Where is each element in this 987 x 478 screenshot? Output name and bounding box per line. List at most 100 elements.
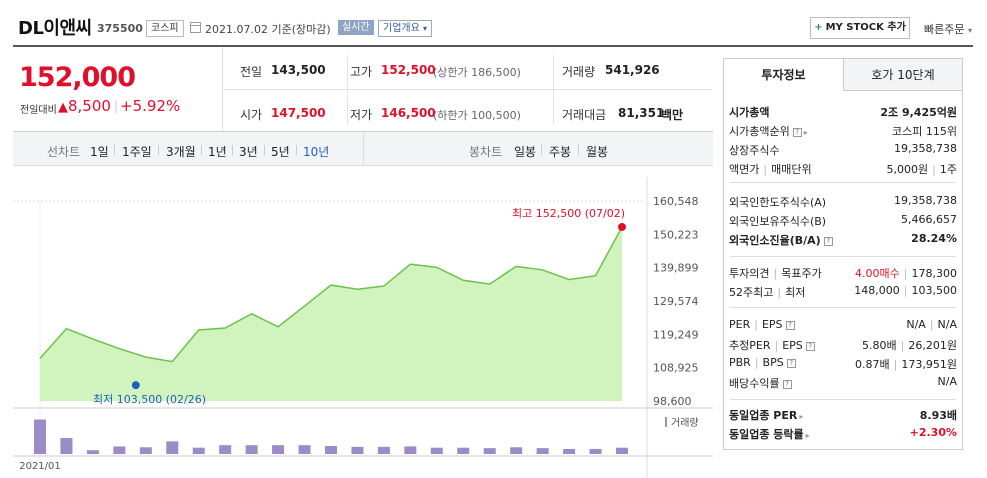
- price-change: ▲8,500: [58, 97, 111, 115]
- info-label: 동일업종 PER ▸: [729, 409, 804, 422]
- panel-divider: [730, 182, 956, 183]
- tab-3y[interactable]: 3년: [239, 145, 258, 159]
- price-chart[interactable]: 160,548 150,223 139,899 129,574 119,249 108,9…: [13, 167, 713, 478]
- volume-bar: [430, 447, 443, 454]
- help-icon[interactable]: ?: [792, 127, 802, 137]
- info-value: 5,000원 | 1주: [886, 163, 957, 176]
- price-change-percent: +5.92%: [120, 97, 181, 115]
- info-label: 시가총액순위? ▸: [729, 125, 808, 138]
- volume-bar: [404, 446, 417, 454]
- chevron-right-icon[interactable]: ▸: [799, 412, 804, 421]
- info-label: 추정PER | EPS?: [729, 337, 815, 353]
- high-value: 152,500: [381, 63, 436, 77]
- company-overview-label: 기업개요: [383, 23, 420, 34]
- help-icon[interactable]: ?: [782, 379, 792, 389]
- info-value: 2조 9,425억원: [880, 106, 957, 119]
- panel-divider: [730, 399, 956, 400]
- help-icon[interactable]: ?: [785, 320, 795, 330]
- line-chart-label: 선차트: [47, 145, 81, 159]
- tab-weekly[interactable]: 주봉: [549, 145, 572, 159]
- info-label: 외국인보유주식수(B): [729, 215, 827, 228]
- price-box: [13, 47, 223, 131]
- tab-separator: [541, 145, 542, 155]
- y-tick-label: 139,899: [653, 262, 699, 275]
- tab-10y[interactable]: 10년: [303, 145, 330, 159]
- quote-grid-line: [553, 55, 554, 125]
- volume-bar: [60, 438, 73, 454]
- tab-daily[interactable]: 일봉: [514, 145, 537, 159]
- info-value: 0.87배 | 173,951원: [855, 358, 957, 371]
- my-stock-add-button[interactable]: + MY STOCK 추가: [810, 17, 910, 39]
- volume-legend-swatch: [665, 417, 667, 427]
- volume-bar: [166, 441, 179, 454]
- panel-divider: [730, 307, 956, 308]
- help-icon[interactable]: ?: [786, 358, 796, 368]
- y-tick-label: 98,600: [653, 395, 692, 408]
- plus-icon: +: [814, 22, 823, 33]
- quote-bottom-line: [13, 131, 713, 132]
- info-label: 동일업종 등락률 ▸: [729, 428, 810, 441]
- tabbar-divider: [363, 132, 364, 166]
- volume-bar: [34, 419, 46, 454]
- volume-bar: [351, 446, 364, 454]
- tab-order-book[interactable]: 호가 10단계: [843, 59, 962, 91]
- amount-unit: 백만: [661, 108, 684, 122]
- volume-legend-label: 거래량: [671, 417, 699, 429]
- tab-1y[interactable]: 1년: [208, 145, 227, 159]
- volume-bar: [219, 445, 232, 454]
- x-tick-label: 2021/01: [19, 461, 61, 472]
- chevron-right-icon[interactable]: ▸: [805, 431, 810, 440]
- volume-bar: [192, 447, 205, 454]
- chevron-right-icon[interactable]: ▸: [803, 128, 808, 137]
- price-change-value: 8,500: [68, 97, 111, 115]
- help-icon[interactable]: ?: [805, 341, 815, 351]
- volume-bar: [139, 447, 152, 454]
- volume-bar: [616, 447, 628, 454]
- info-label: 액면가 | 매매단위: [729, 163, 812, 176]
- info-label: 52주최고 | 최저: [729, 286, 806, 299]
- panel-divider: [730, 256, 956, 257]
- stock-code: 375500: [97, 22, 143, 35]
- quick-order-link[interactable]: 빠른주문 ▾: [924, 21, 972, 37]
- price-area: [40, 226, 622, 401]
- y-tick-label: 150,223: [653, 228, 699, 241]
- info-label: 시가총액: [729, 106, 770, 119]
- realtime-button[interactable]: 실시간: [338, 20, 374, 35]
- info-value: 코스피 115위: [892, 125, 957, 138]
- max-annotation: 최고 152,500 (07/02): [512, 207, 625, 220]
- help-icon[interactable]: ?: [823, 236, 833, 246]
- prev-close-value: 143,500: [271, 63, 326, 77]
- tab-1w[interactable]: 1주일: [122, 145, 152, 159]
- tab-1d[interactable]: 1일: [90, 145, 109, 159]
- tab-3m[interactable]: 3개월: [166, 145, 196, 159]
- volume-bar: [483, 448, 496, 454]
- tab-separator: [232, 145, 233, 155]
- tab-investment-info[interactable]: 투자정보: [724, 59, 843, 91]
- volume-label: 거래량: [562, 65, 596, 79]
- info-value: 4.00매수 | 178,300: [855, 267, 957, 280]
- tab-separator: [264, 145, 265, 155]
- company-overview-dropdown[interactable]: 기업개요 ▾: [378, 20, 433, 37]
- y-tick-label: 108,925: [653, 362, 699, 375]
- base-date: 2021.07.02 기준(장마감): [205, 23, 331, 36]
- info-label: 배당수익률?: [729, 375, 792, 391]
- info-label: 투자의견 | 목표주가: [729, 267, 822, 280]
- tab-separator: [201, 145, 202, 155]
- volume-bar: [245, 445, 258, 454]
- quote-grid-line: [224, 89, 712, 90]
- tab-5y[interactable]: 5년: [271, 145, 290, 159]
- volume-bar: [86, 450, 99, 454]
- tab-monthly[interactable]: 월봉: [586, 145, 609, 159]
- low-value: 146,500: [381, 106, 436, 120]
- divider: |: [114, 99, 119, 113]
- header-divider: [13, 45, 973, 47]
- volume-bar: [325, 446, 337, 454]
- max-point: [618, 222, 626, 231]
- info-value: 5.80배 | 26,201원: [862, 339, 957, 352]
- info-label: 외국인소진율(B/A)?: [729, 232, 833, 248]
- info-value: 5,466,657: [901, 213, 957, 226]
- info-label: 외국인한도주식수(A): [729, 196, 827, 209]
- chevron-down-icon: ▾: [967, 26, 972, 35]
- y-tick-label: 129,574: [653, 295, 699, 308]
- quote-grid-line: [347, 55, 348, 125]
